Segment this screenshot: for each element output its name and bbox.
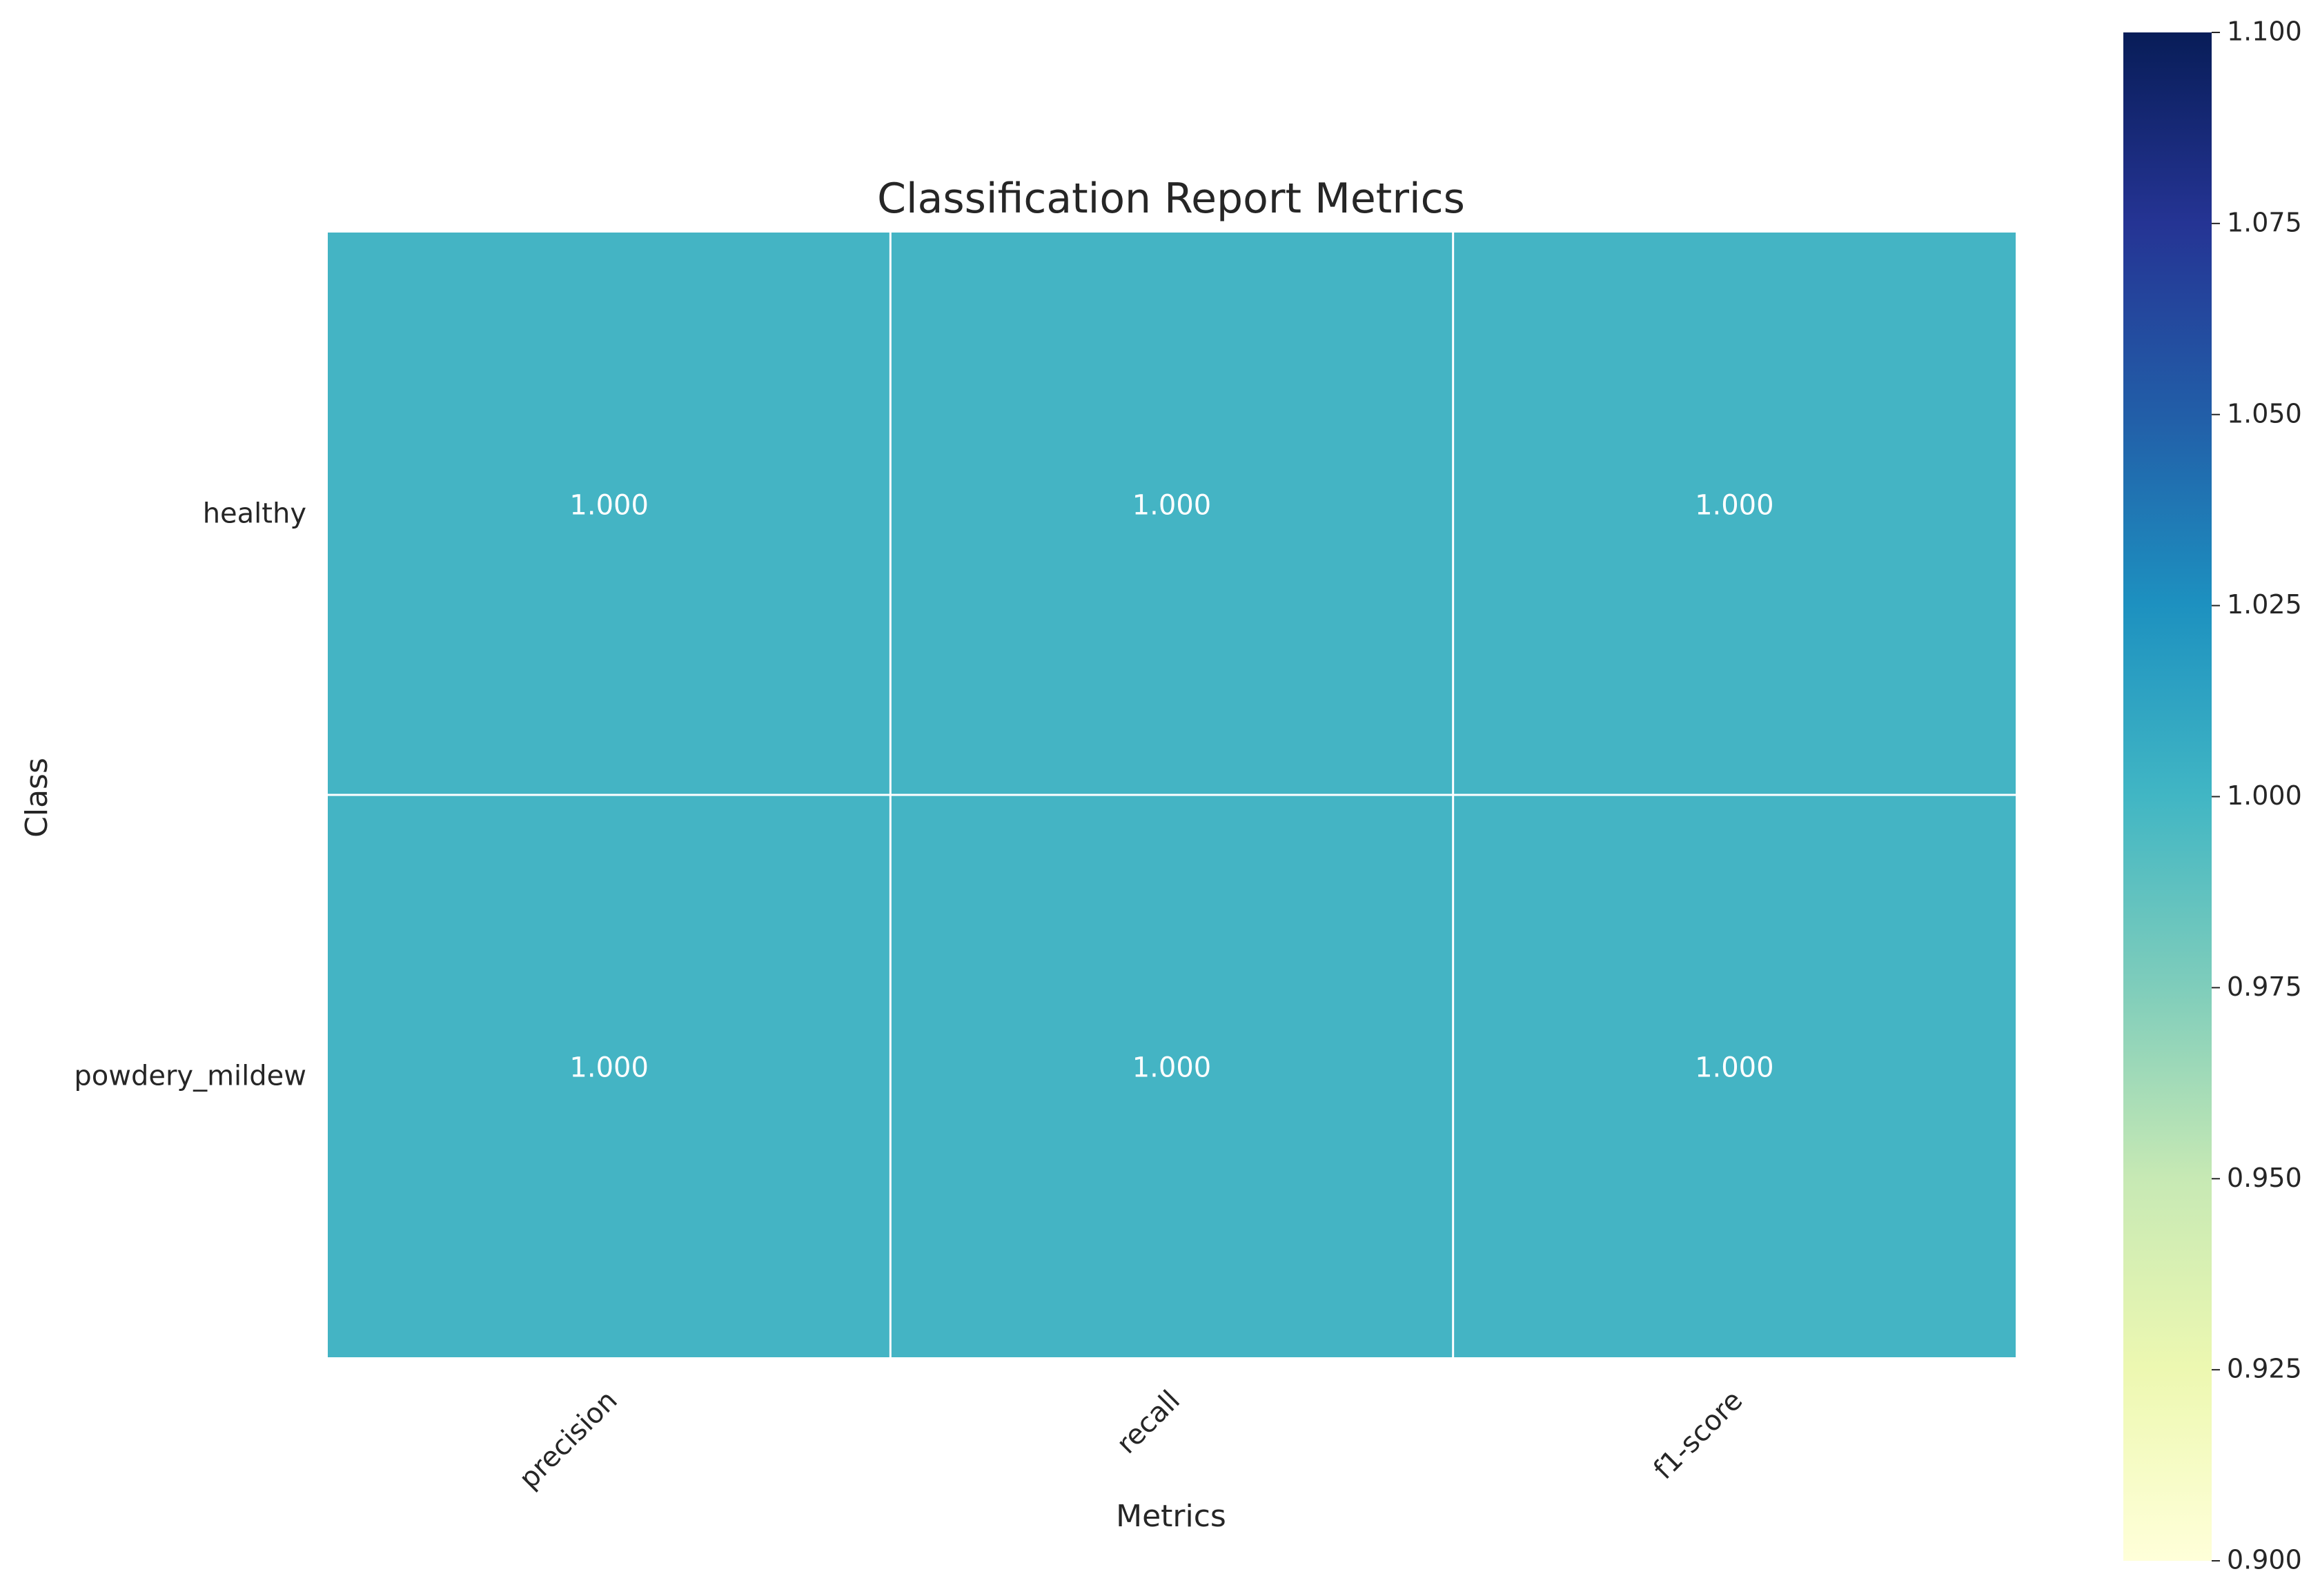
colorbar-tick-label: 1.000 — [2227, 780, 2302, 811]
colorbar-ticks: 0.900 0.925 0.950 0.975 1.000 1.025 1.050 1.075… — [2212, 17, 2302, 1575]
cell-annotation: 1.000 — [569, 1052, 649, 1084]
cell-annotation: 1.000 — [1695, 490, 1774, 522]
heatmap-gridlines — [328, 233, 2016, 1357]
cell-annotation: 1.000 — [1695, 1052, 1774, 1084]
x-tick-labels: precision recall f1-score — [513, 1385, 1749, 1495]
heatmap-cell-powdery_mildew-precision — [328, 795, 891, 1357]
x-tick-label: precision — [513, 1385, 624, 1495]
colorbar-tick-label: 1.025 — [2227, 589, 2302, 620]
colorbar-tick-label: 1.075 — [2227, 207, 2302, 237]
cell-annotation: 1.000 — [1132, 1052, 1212, 1084]
colorbar-tick-label: 0.950 — [2227, 1163, 2302, 1193]
heatmap-cells — [328, 233, 2016, 1357]
x-tick-label: f1-score — [1648, 1385, 1749, 1486]
colorbar-tick-label: 0.925 — [2227, 1354, 2302, 1384]
colorbar-tick-label: 0.900 — [2227, 1545, 2302, 1575]
cell-annotation: 1.000 — [1132, 490, 1212, 522]
colorbar-gradient — [2123, 32, 2212, 1561]
heatmap-cell-healthy-precision — [328, 233, 891, 795]
y-tick-labels: healthy powdery_mildew — [74, 498, 306, 1092]
colorbar-tick-label: 1.100 — [2227, 17, 2302, 47]
y-axis-label: Class — [19, 758, 55, 838]
x-axis-label: Metrics — [1116, 1499, 1226, 1534]
cell-annotation: 1.000 — [569, 490, 649, 522]
x-tick-label: recall — [1111, 1385, 1187, 1461]
y-tick-label: healthy — [203, 498, 306, 530]
heatmap-cell-healthy-f1-score — [1453, 233, 2016, 795]
heatmap-cell-powdery_mildew-f1-score — [1453, 795, 2016, 1357]
colorbar-tick-label: 0.975 — [2227, 972, 2302, 1002]
chart-title: Classification Report Metrics — [877, 175, 1465, 223]
cell-annotations: 1.000 1.000 1.000 1.000 1.000 1.000 — [569, 490, 1773, 1084]
heatmap-cell-healthy-recall — [890, 233, 1453, 795]
colorbar-tick-label: 1.050 — [2227, 398, 2302, 428]
y-tick-label: powdery_mildew — [74, 1061, 306, 1092]
heatmap-cell-powdery_mildew-recall — [890, 795, 1453, 1357]
colorbar: 0.900 0.925 0.950 0.975 1.000 1.025 1.050 1.075… — [2123, 17, 2302, 1575]
